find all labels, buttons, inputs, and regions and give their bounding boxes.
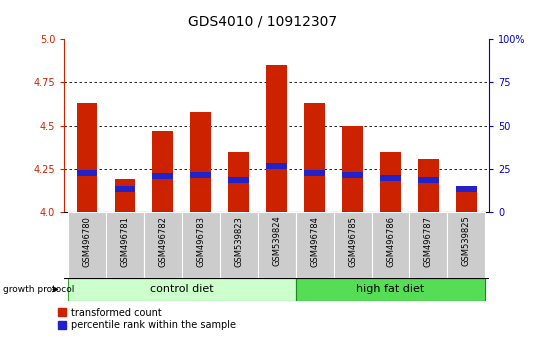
Bar [228, 177, 249, 183]
Bar [191, 172, 211, 178]
Text: GDS4010 / 10912307: GDS4010 / 10912307 [188, 14, 337, 28]
Bar [418, 159, 439, 212]
Bar [182, 212, 220, 278]
Bar [296, 278, 485, 301]
Bar [380, 152, 401, 212]
Text: GSM539825: GSM539825 [462, 216, 471, 267]
Bar [372, 212, 410, 278]
Text: GSM496781: GSM496781 [121, 216, 130, 267]
Legend: transformed count, percentile rank within the sample: transformed count, percentile rank withi… [58, 308, 235, 330]
Text: growth protocol: growth protocol [3, 285, 74, 294]
Bar [418, 177, 439, 183]
Text: GSM496784: GSM496784 [310, 216, 319, 267]
Bar [304, 170, 325, 176]
Bar [266, 65, 287, 212]
Bar [456, 190, 477, 212]
Bar [304, 103, 325, 212]
Text: control diet: control diet [150, 284, 214, 295]
Bar [191, 112, 211, 212]
Bar [296, 212, 334, 278]
Text: high fat diet: high fat diet [357, 284, 425, 295]
Bar [342, 126, 363, 212]
Bar [153, 173, 173, 179]
Text: GSM496785: GSM496785 [348, 216, 357, 267]
Bar [456, 185, 477, 192]
Bar [115, 179, 135, 212]
Bar [266, 163, 287, 169]
Text: GSM496782: GSM496782 [158, 216, 167, 267]
Bar [77, 103, 97, 212]
Bar [68, 278, 296, 301]
Text: GSM496787: GSM496787 [424, 216, 433, 267]
Bar [334, 212, 372, 278]
Bar [77, 170, 97, 176]
Bar [228, 152, 249, 212]
Text: GSM496783: GSM496783 [196, 216, 205, 267]
Text: GSM539824: GSM539824 [272, 216, 281, 267]
Bar [115, 185, 135, 192]
Bar [144, 212, 182, 278]
Text: GSM539823: GSM539823 [234, 216, 243, 267]
Bar [258, 212, 296, 278]
Bar [106, 212, 144, 278]
Bar [153, 131, 173, 212]
Bar [342, 172, 363, 178]
Text: GSM496780: GSM496780 [83, 216, 92, 267]
Bar [68, 212, 106, 278]
Bar [380, 175, 401, 181]
Bar [447, 212, 485, 278]
Bar [409, 212, 447, 278]
Bar [220, 212, 258, 278]
Text: GSM496786: GSM496786 [386, 216, 395, 267]
